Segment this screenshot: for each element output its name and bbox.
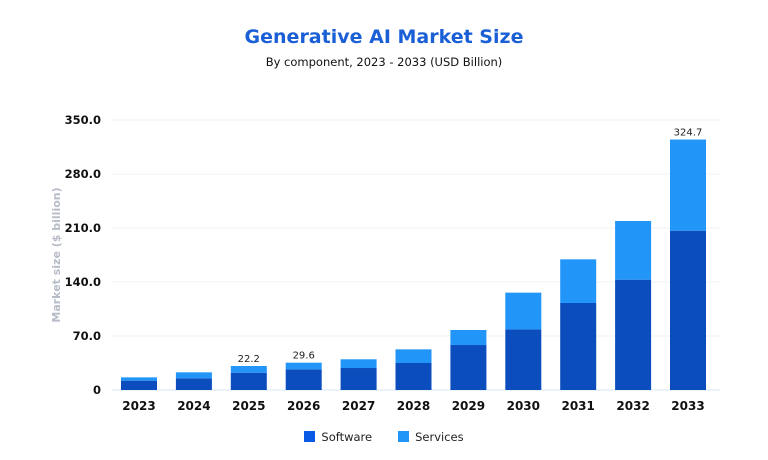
bar-software bbox=[505, 329, 542, 390]
bar-software bbox=[670, 230, 706, 390]
y-tick-label: 140.0 bbox=[65, 275, 101, 289]
bar-services bbox=[121, 377, 157, 381]
x-tick-label: 2024 bbox=[177, 399, 210, 413]
y-tick-label: 0 bbox=[93, 383, 101, 397]
y-axis-label: Market size ($ billion) bbox=[50, 187, 63, 322]
x-tick-label: 2029 bbox=[452, 399, 485, 413]
legend-label: Software bbox=[321, 430, 373, 444]
bar-software bbox=[121, 380, 157, 390]
x-tick-label: 2033 bbox=[671, 399, 704, 413]
data-label: 29.6 bbox=[293, 351, 315, 362]
bar-services bbox=[175, 372, 212, 379]
chart-subtitle: By component, 2023 - 2033 (USD Billion) bbox=[265, 55, 503, 69]
x-tick-label: 2027 bbox=[342, 399, 375, 413]
bar-services bbox=[230, 366, 267, 373]
y-tick-label: 70.0 bbox=[73, 329, 101, 343]
bar-software bbox=[230, 372, 267, 390]
legend: Software Services bbox=[0, 430, 768, 444]
bar-services bbox=[670, 139, 706, 231]
bar-services bbox=[615, 220, 652, 280]
bar-services bbox=[395, 349, 432, 363]
legend-label: Services bbox=[415, 430, 464, 444]
data-label: 324.7 bbox=[674, 128, 703, 139]
bar-services bbox=[560, 259, 597, 303]
bar-software bbox=[560, 302, 597, 390]
bar-software bbox=[340, 368, 377, 390]
bar-services bbox=[505, 292, 542, 330]
x-tick-label: 2030 bbox=[507, 399, 540, 413]
bar-software bbox=[395, 363, 432, 390]
x-tick-label: 2028 bbox=[397, 399, 430, 413]
bar-services bbox=[340, 359, 377, 369]
bar-services bbox=[285, 362, 322, 370]
x-tick-label: 2031 bbox=[561, 399, 594, 413]
legend-swatch bbox=[304, 431, 316, 442]
legend-item-software[interactable]: Software bbox=[304, 430, 372, 444]
y-tick-label: 350.0 bbox=[65, 113, 101, 127]
x-tick-label: 2026 bbox=[287, 399, 320, 413]
legend-swatch bbox=[398, 431, 410, 442]
y-tick-label: 280.0 bbox=[65, 167, 101, 181]
legend-item-services[interactable]: Services bbox=[398, 430, 464, 444]
x-tick-label: 2025 bbox=[232, 399, 265, 413]
x-tick-label: 2032 bbox=[616, 399, 649, 413]
y-tick-label: 210.0 bbox=[65, 221, 101, 235]
bar-software bbox=[450, 345, 487, 390]
bar-software bbox=[615, 279, 652, 390]
bar-software bbox=[285, 369, 322, 390]
chart-title: Generative AI Market Size bbox=[244, 26, 524, 48]
bar-services bbox=[450, 329, 487, 346]
x-tick-label: 2023 bbox=[122, 399, 155, 413]
bar-software bbox=[175, 378, 212, 390]
data-label: 22.2 bbox=[238, 354, 260, 365]
